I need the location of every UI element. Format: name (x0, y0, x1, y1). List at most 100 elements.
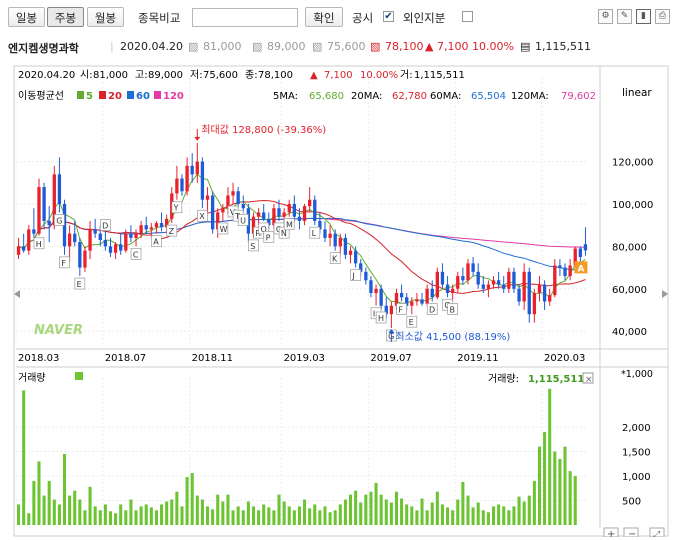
volume-bar (369, 491, 373, 525)
candle-body (517, 288, 521, 302)
event-marker[interactable]: F (61, 259, 66, 268)
event-marker[interactable]: Q (260, 225, 266, 234)
current-badge[interactable] (574, 261, 588, 274)
event-marker[interactable]: X (199, 212, 205, 221)
event-marker[interactable]: J (351, 272, 354, 281)
candle (73, 220, 77, 247)
candle (537, 276, 542, 302)
event-marker[interactable]: G (56, 216, 62, 225)
candle (548, 288, 552, 306)
event-marker-box[interactable] (396, 303, 407, 315)
event-marker[interactable]: U (240, 216, 246, 225)
event-marker-box[interactable] (100, 219, 111, 231)
compare-input[interactable] (192, 8, 298, 27)
volume-bar (359, 502, 363, 525)
event-marker[interactable]: Z (169, 227, 175, 236)
event-marker[interactable]: K (332, 255, 338, 264)
low-icon: ▧ (312, 40, 323, 53)
stock-date: 2020.04.20 (120, 40, 183, 53)
legend-open-label: 시: (80, 69, 93, 81)
scale-mode[interactable]: linear (622, 87, 652, 99)
event-marker-box[interactable] (375, 311, 387, 324)
event-marker[interactable]: P (266, 233, 271, 242)
candle-body (532, 293, 537, 315)
stock-chart[interactable]: HGFEDCAZYXWVTUSRQPONMLKJIHGFEDCB최대값 128,… (0, 58, 682, 540)
event-marker-box[interactable] (248, 239, 259, 252)
event-marker-box[interactable] (283, 218, 295, 231)
candle-body (144, 225, 148, 230)
event-marker[interactable]: E (409, 318, 414, 327)
event-marker[interactable]: E (77, 280, 82, 289)
event-marker-box[interactable] (197, 209, 208, 222)
disclosure-checkbox[interactable]: ✔ (383, 11, 394, 22)
volume-bar (282, 501, 286, 525)
candle-body (496, 280, 501, 285)
event-marker-box[interactable] (329, 252, 341, 264)
event-marker-box[interactable] (130, 248, 142, 260)
event-marker[interactable]: D (429, 305, 435, 314)
volume-readout-label: 거래량: (488, 373, 519, 385)
event-marker[interactable]: S (250, 242, 255, 251)
volume-bar (170, 499, 174, 525)
event-marker-box[interactable] (406, 315, 418, 328)
candle (144, 216, 148, 234)
pen-icon[interactable]: ✎ (617, 9, 632, 24)
volume-bar (119, 504, 123, 525)
candle (471, 256, 475, 277)
event-marker[interactable]: L (312, 229, 317, 238)
volume-bar (93, 506, 97, 525)
event-marker[interactable]: H (378, 314, 384, 323)
event-marker-box[interactable] (237, 214, 249, 226)
event-marker[interactable]: I (373, 310, 375, 319)
monthly-button[interactable]: 월봉 (87, 7, 124, 27)
candle-body (47, 220, 51, 226)
event-marker[interactable]: W (220, 225, 228, 234)
foreign-checkbox[interactable] (462, 11, 473, 22)
event-marker-box[interactable] (263, 231, 275, 243)
event-marker[interactable]: D (102, 222, 108, 231)
candle-body (445, 284, 450, 294)
event-marker[interactable]: A (153, 238, 159, 247)
event-marker-box[interactable] (54, 214, 65, 226)
event-marker-box[interactable] (171, 201, 183, 214)
event-marker-box[interactable] (447, 303, 459, 315)
event-marker[interactable]: T (234, 212, 240, 221)
volume-close-button[interactable] (582, 372, 594, 384)
event-marker[interactable]: B (449, 305, 455, 314)
event-marker[interactable]: M (286, 221, 293, 230)
confirm-button[interactable]: 확인 (305, 7, 343, 27)
candle (262, 203, 266, 221)
event-marker[interactable]: F (398, 305, 403, 314)
event-marker-box[interactable] (217, 222, 229, 235)
candle (568, 259, 572, 281)
event-marker-box[interactable] (59, 256, 70, 269)
event-marker[interactable]: H (36, 240, 42, 249)
settings-icon[interactable]: ⚙ (598, 9, 613, 24)
volume-bar (440, 504, 444, 525)
daily-button[interactable]: 일봉 (8, 7, 45, 27)
event-marker-box[interactable] (350, 269, 361, 281)
ma120-swatch (154, 91, 161, 99)
volume-bar (405, 504, 409, 525)
volume-bar (461, 481, 465, 525)
ma60-legend: 60 (136, 91, 150, 102)
volume-bar (379, 494, 383, 525)
event-marker[interactable]: C (133, 250, 139, 259)
cursor-icon[interactable]: ▮ (636, 9, 651, 24)
event-marker-box[interactable] (33, 237, 45, 250)
volume-bar (68, 495, 72, 525)
event-marker-box[interactable] (309, 226, 321, 239)
candle-body (328, 233, 332, 238)
chart-container[interactable]: HGFEDCAZYXWVTUSRQPONMLKJIHGFEDCB최대값 128,… (0, 58, 682, 540)
scroll-left-icon[interactable] (14, 290, 20, 298)
weekly-button[interactable]: 주봉 (47, 7, 84, 27)
candle-body (512, 271, 516, 289)
print-icon[interactable]: ⎙ (655, 9, 670, 24)
event-marker-box[interactable] (151, 235, 162, 248)
event-marker[interactable]: N (281, 229, 287, 238)
event-marker[interactable]: Y (173, 204, 179, 213)
event-marker-box[interactable] (426, 303, 438, 315)
event-marker-box[interactable] (74, 277, 86, 290)
event-marker-box[interactable] (166, 224, 178, 237)
scroll-right-icon[interactable] (662, 290, 668, 298)
